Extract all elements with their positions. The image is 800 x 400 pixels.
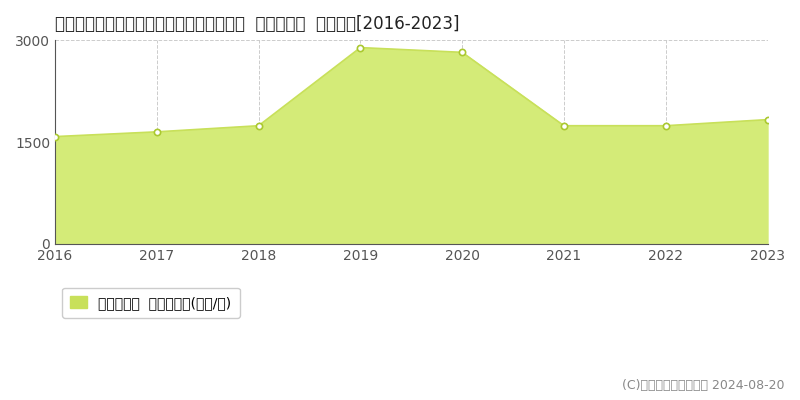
Text: 東京都新宿区歌舞伎町一丁目１８番１１外  基準地価格  地価推移[2016-2023]: 東京都新宿区歌舞伎町一丁目１８番１１外 基準地価格 地価推移[2016-2023…: [55, 15, 459, 33]
Legend: 基準地価格  平均坪単価(万円/坪): 基準地価格 平均坪単価(万円/坪): [62, 288, 239, 318]
Text: (C)土地価格ドットコム 2024-08-20: (C)土地価格ドットコム 2024-08-20: [622, 379, 784, 392]
